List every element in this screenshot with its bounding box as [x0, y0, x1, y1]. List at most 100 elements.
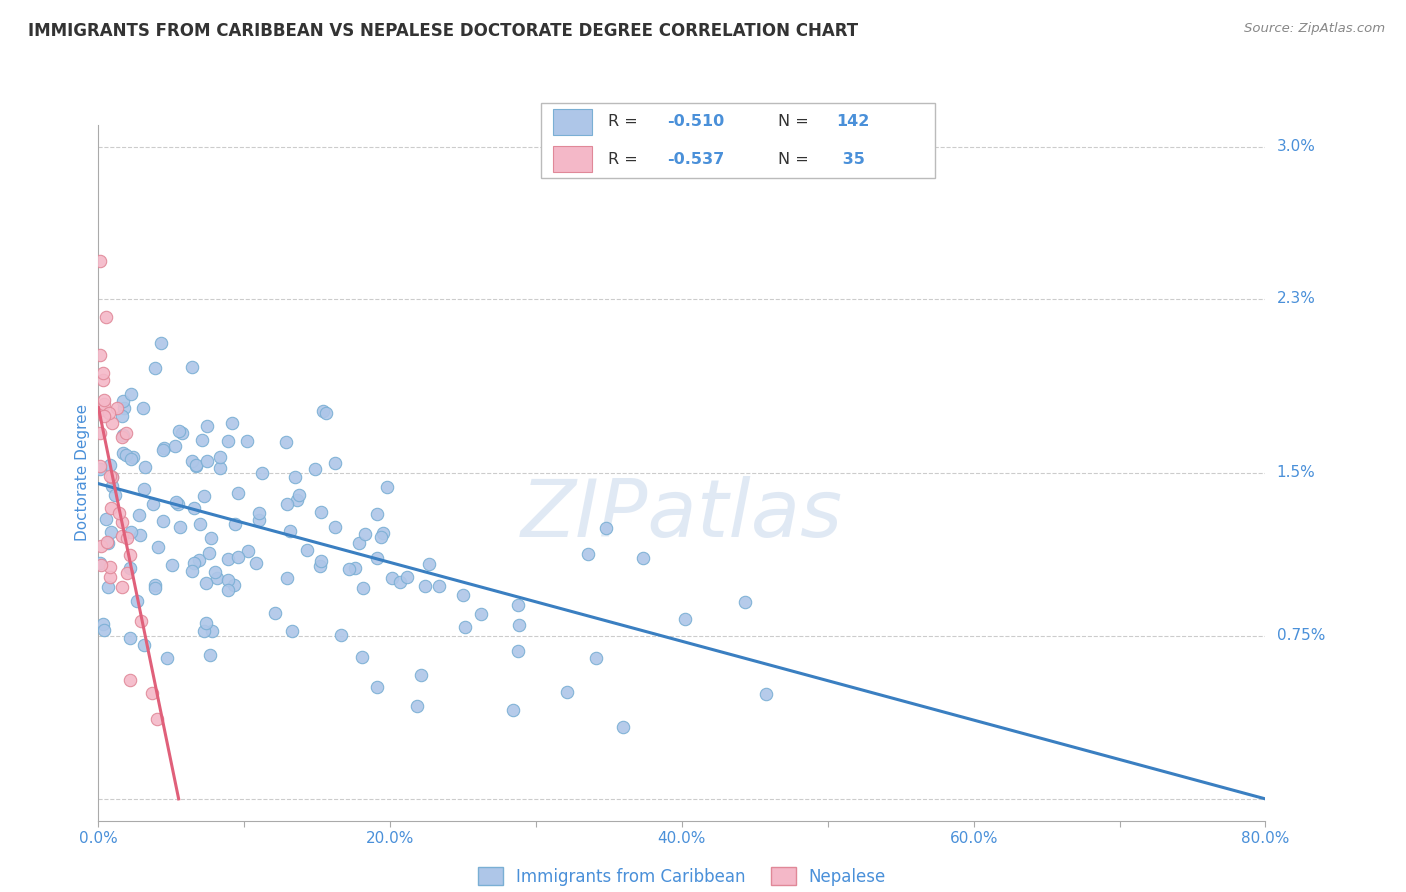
Point: [612, 720, 634, 734]
Point: [217, 434, 239, 449]
Point: [373, 526, 395, 541]
Text: 142: 142: [837, 114, 870, 129]
Point: [195, 576, 218, 591]
Point: [132, 401, 155, 416]
Point: [352, 581, 374, 595]
Point: [100, 560, 122, 574]
Point: [97, 535, 120, 549]
Point: [129, 527, 152, 541]
Point: [101, 478, 124, 492]
Text: IMMIGRANTS FROM CARIBBEAN VS NEPALESE DOCTORATE DEGREE CORRELATION CHART: IMMIGRANTS FROM CARIBBEAN VS NEPALESE DO…: [28, 22, 858, 40]
Point: [184, 458, 207, 472]
Point: [631, 550, 654, 565]
Point: [508, 644, 530, 658]
Point: [180, 360, 202, 375]
Point: [276, 497, 298, 511]
Text: ZIPatlas: ZIPatlas: [520, 475, 844, 554]
Point: [118, 561, 141, 575]
Point: [134, 482, 156, 496]
Point: [470, 607, 492, 622]
Point: [93, 409, 115, 423]
Point: [508, 618, 530, 632]
Point: [117, 566, 139, 580]
Point: [94, 310, 117, 324]
Point: [163, 440, 186, 454]
Point: [149, 336, 172, 351]
Point: [193, 489, 215, 503]
Point: [153, 442, 176, 456]
Point: [181, 564, 204, 578]
Point: [191, 434, 214, 448]
Point: [169, 424, 191, 438]
Point: [111, 515, 134, 529]
Point: [673, 612, 696, 626]
Point: [325, 520, 347, 534]
Point: [454, 620, 477, 634]
FancyBboxPatch shape: [541, 103, 935, 178]
Point: [90, 558, 112, 573]
Point: [406, 699, 429, 714]
Point: [263, 606, 285, 620]
Point: [94, 512, 117, 526]
Text: N =: N =: [778, 114, 814, 129]
Point: [120, 673, 142, 688]
Point: [96, 534, 118, 549]
Point: [308, 559, 330, 574]
Point: [89, 459, 111, 474]
Point: [218, 583, 240, 598]
Point: [108, 506, 131, 520]
Point: [330, 627, 353, 641]
Point: [508, 599, 530, 613]
Point: [315, 406, 337, 420]
Point: [128, 508, 150, 523]
Point: [89, 462, 111, 476]
Y-axis label: Doctorate Degree: Doctorate Degree: [75, 404, 90, 541]
Point: [337, 561, 360, 575]
Point: [188, 553, 211, 567]
Point: [183, 500, 205, 515]
Point: [93, 392, 115, 407]
Point: [111, 427, 134, 442]
Point: [200, 648, 222, 662]
Text: 2.3%: 2.3%: [1277, 292, 1316, 306]
Point: [117, 532, 139, 546]
Point: [287, 493, 309, 508]
Point: [98, 458, 121, 473]
Point: [366, 680, 388, 694]
Point: [323, 456, 346, 470]
Point: [204, 565, 226, 579]
Point: [134, 460, 156, 475]
Point: [195, 454, 218, 468]
Point: [278, 524, 301, 538]
Point: [195, 615, 218, 630]
Point: [111, 429, 134, 443]
Legend: Immigrants from Caribbean, Nepalese: Immigrants from Caribbean, Nepalese: [471, 861, 893, 892]
Point: [152, 443, 174, 458]
Point: [143, 361, 166, 376]
Point: [370, 530, 392, 544]
Point: [89, 425, 111, 440]
Point: [427, 579, 450, 593]
Point: [236, 434, 259, 448]
Point: [181, 453, 204, 467]
Point: [98, 570, 121, 584]
Point: [105, 401, 128, 416]
Point: [93, 623, 115, 637]
Point: [209, 461, 232, 475]
Point: [134, 638, 156, 652]
Point: [381, 571, 404, 585]
Point: [89, 254, 111, 268]
Point: [190, 516, 212, 531]
Point: [112, 401, 135, 416]
Text: R =: R =: [609, 152, 643, 167]
Text: 0.75%: 0.75%: [1277, 628, 1324, 643]
Point: [165, 494, 187, 508]
Point: [156, 651, 179, 665]
Point: [91, 617, 114, 632]
Point: [349, 536, 371, 550]
Point: [247, 513, 270, 527]
Text: -0.537: -0.537: [668, 152, 724, 167]
Point: [172, 425, 194, 440]
Point: [274, 435, 297, 450]
Text: 3.0%: 3.0%: [1277, 139, 1316, 154]
